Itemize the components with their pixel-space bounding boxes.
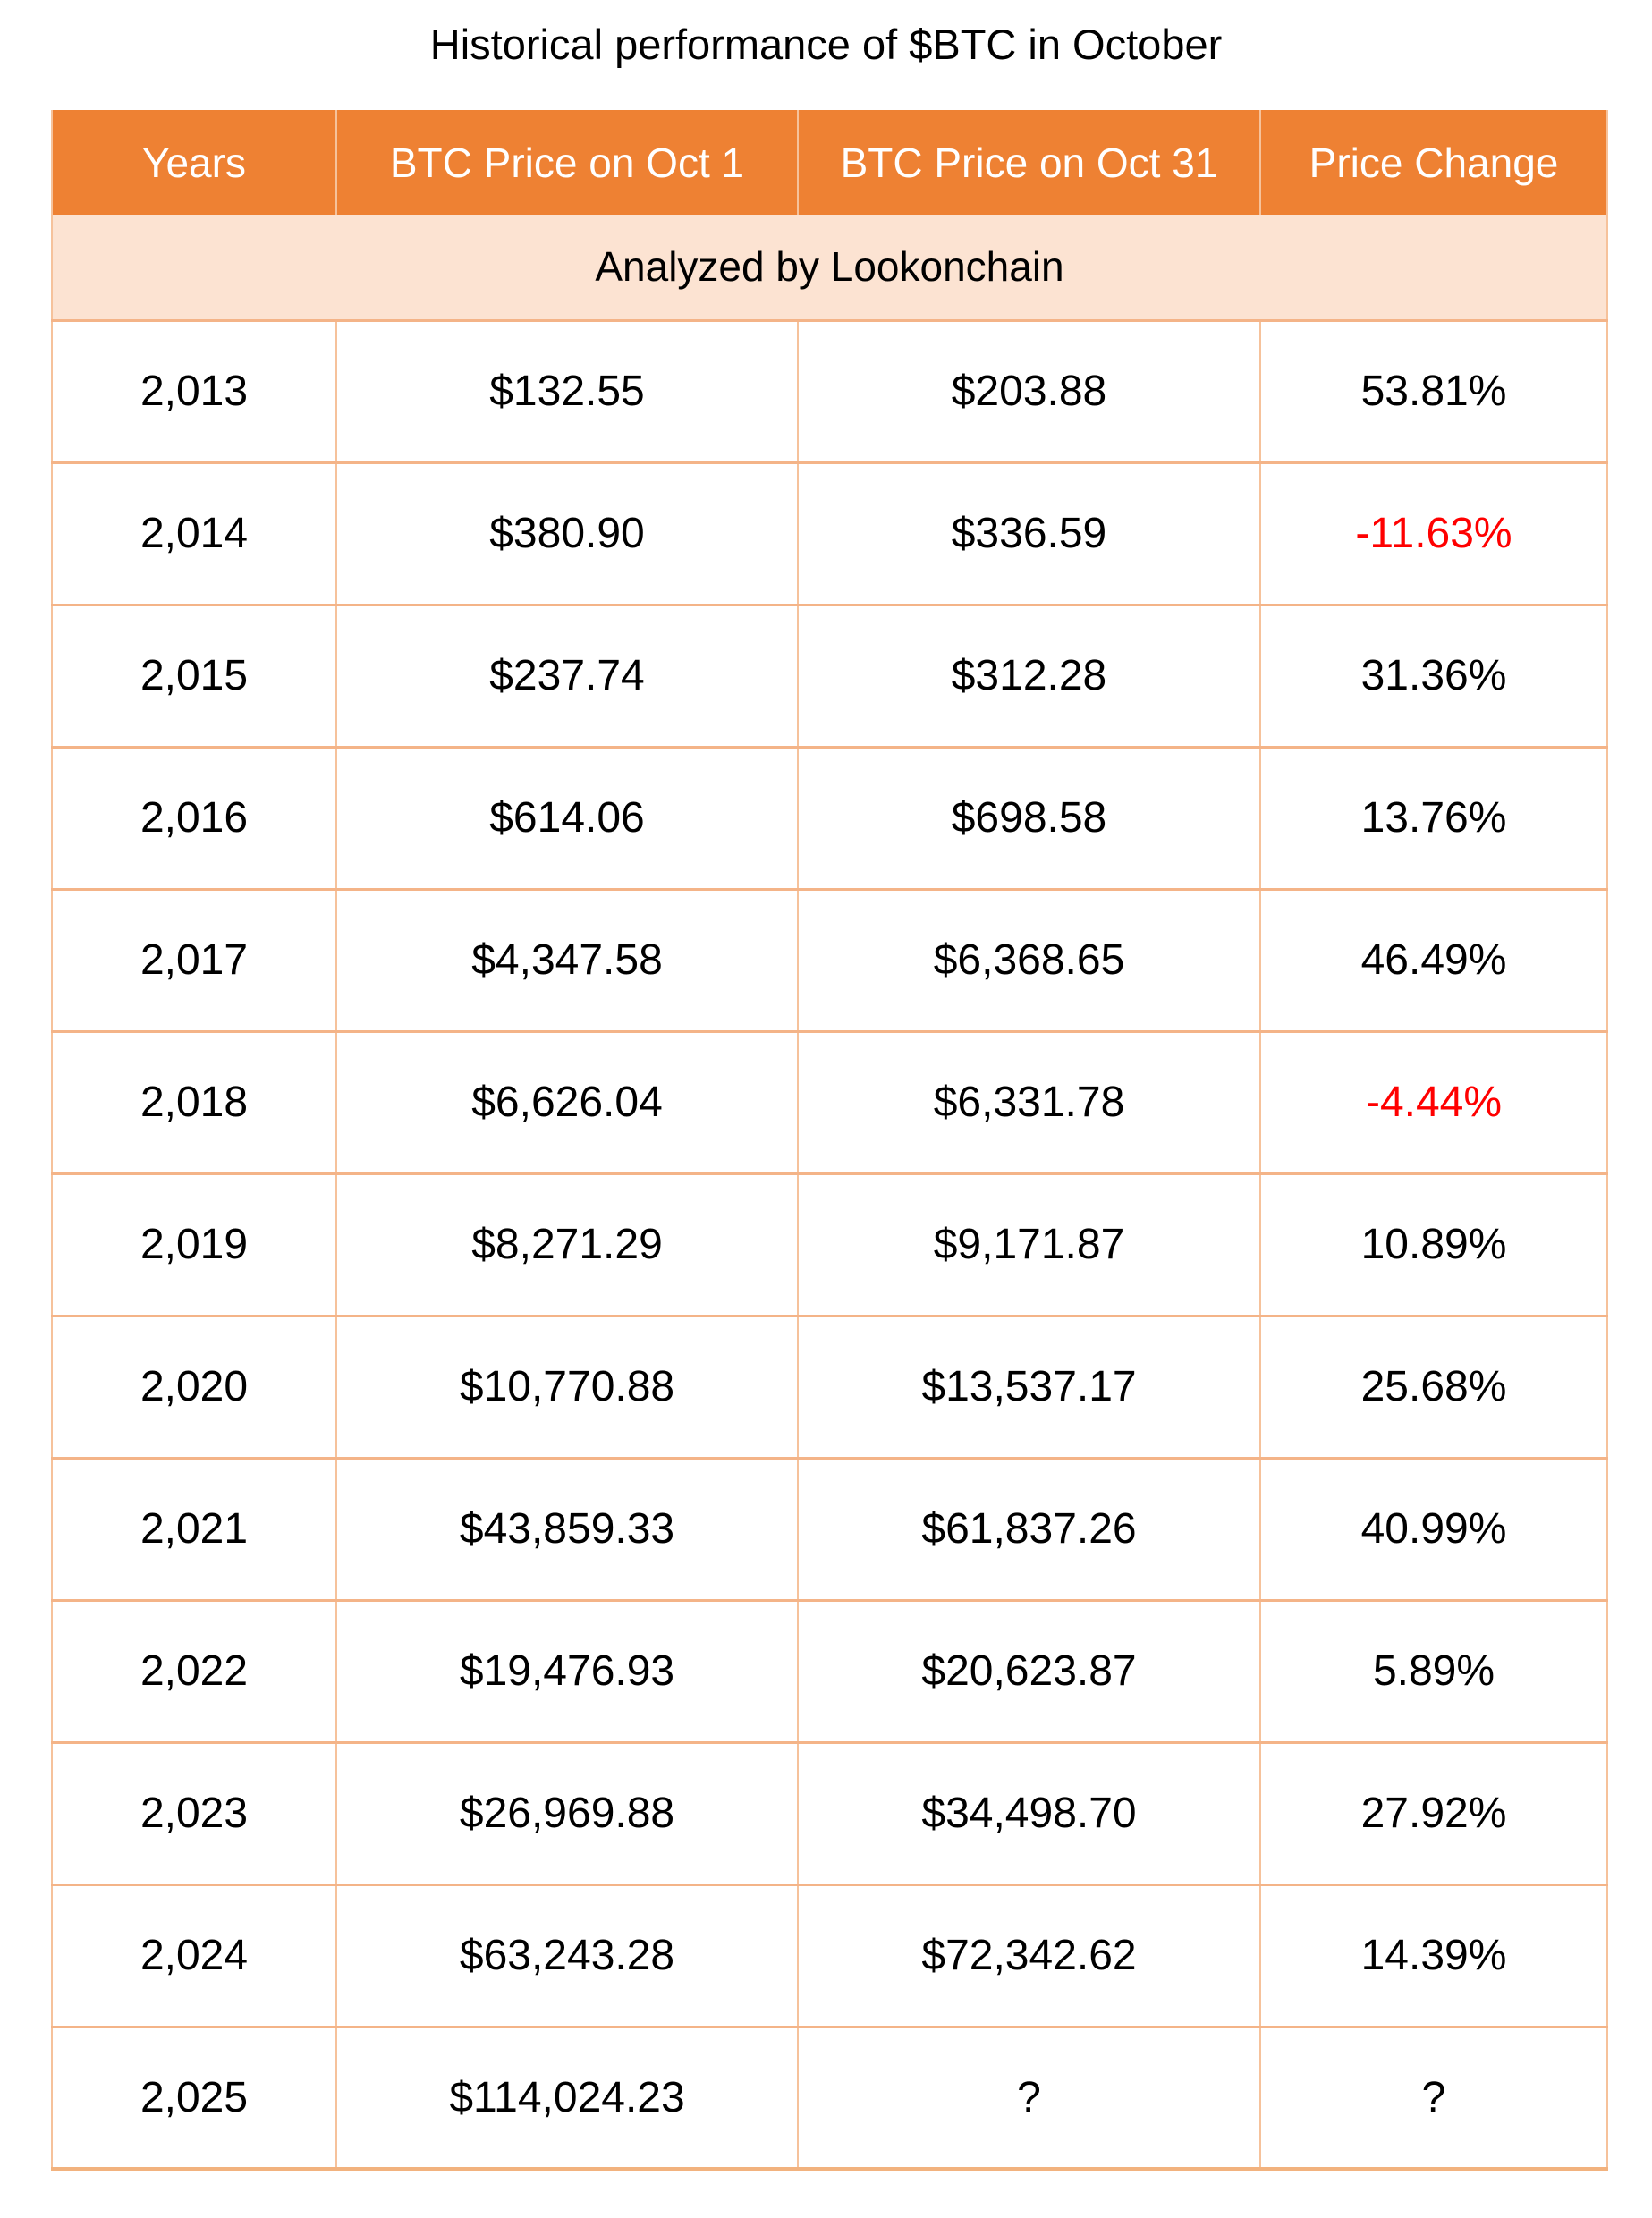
price-change-cell: ? [1259,2025,1607,2169]
price-change-cell: 46.49% [1259,887,1607,1031]
oct31-price-cell: $203.88 [797,318,1260,462]
table-row: 2,022 $19,476.93 $20,623.87 5.89% [52,1598,1607,1742]
year-cell: 2,022 [52,1598,336,1742]
oct1-price-cell: $26,969.88 [335,1740,798,1884]
year-cell: 2,025 [52,2025,336,2169]
price-change-cell: 5.89% [1259,1598,1607,1742]
price-change-cell: 31.36% [1259,603,1607,747]
table-row: 2,017 $4,347.58 $6,368.65 46.49% [52,887,1607,1031]
oct31-price-cell: $61,837.26 [797,1456,1260,1600]
price-change-cell: 53.81% [1259,318,1607,462]
table-body: Analyzed by Lookonchain 2,013 $132.55 $2… [52,215,1607,2169]
price-change-cell: -4.44% [1259,1029,1607,1173]
oct31-price-cell: $13,537.17 [797,1314,1260,1458]
price-change-cell: 14.39% [1259,1883,1607,2027]
oct31-price-cell: $336.59 [797,461,1260,605]
table-row: 2,018 $6,626.04 $6,331.78 -4.44% [52,1029,1607,1173]
table-row: 2,024 $63,243.28 $72,342.62 14.39% [52,1883,1607,2027]
oct31-price-cell: $312.28 [797,603,1260,747]
oct1-price-cell: $43,859.33 [335,1456,798,1600]
oct1-price-cell: $614.06 [335,745,798,889]
oct31-price-cell: $6,368.65 [797,887,1260,1031]
oct31-price-cell: $9,171.87 [797,1172,1260,1316]
year-cell: 2,016 [52,745,336,889]
oct1-price-cell: $8,271.29 [335,1172,798,1316]
column-header-years: Years [52,110,336,215]
table-row: 2,023 $26,969.88 $34,498.70 27.92% [52,1740,1607,1884]
oct31-price-cell: ? [797,2025,1260,2169]
year-cell: 2,013 [52,318,336,462]
year-cell: 2,021 [52,1456,336,1600]
btc-october-performance-table: Years BTC Price on Oct 1 BTC Price on Oc… [51,110,1608,2171]
page-title: Historical performance of $BTC in Octobe… [429,21,1223,68]
oct31-price-cell: $698.58 [797,745,1260,889]
oct1-price-cell: $380.90 [335,461,798,605]
oct31-price-cell: $20,623.87 [797,1598,1260,1742]
year-cell: 2,023 [52,1740,336,1884]
price-change-cell: 10.89% [1259,1172,1607,1316]
price-change-cell: 40.99% [1259,1456,1607,1600]
header-row: Years BTC Price on Oct 1 BTC Price on Oc… [52,110,1607,215]
table-row: 2,014 $380.90 $336.59 -11.63% [52,461,1607,605]
analyzed-by-label: Analyzed by Lookonchain [52,215,1607,320]
oct1-price-cell: $6,626.04 [335,1029,798,1173]
oct1-price-cell: $63,243.28 [335,1883,798,2027]
year-cell: 2,020 [52,1314,336,1458]
table-header: Years BTC Price on Oct 1 BTC Price on Oc… [52,110,1607,215]
price-change-cell: -11.63% [1259,461,1607,605]
oct1-price-cell: $19,476.93 [335,1598,798,1742]
year-cell: 2,018 [52,1029,336,1173]
oct1-price-cell: $132.55 [335,318,798,462]
price-change-cell: 13.76% [1259,745,1607,889]
column-header-change: Price Change [1259,110,1607,215]
table-row: 2,025 $114,024.23 ? ? [52,2025,1607,2169]
oct1-price-cell: $10,770.88 [335,1314,798,1458]
year-cell: 2,019 [52,1172,336,1316]
analyzed-by-row: Analyzed by Lookonchain [52,215,1607,320]
oct1-price-cell: $114,024.23 [335,2025,798,2169]
oct31-price-cell: $34,498.70 [797,1740,1260,1884]
price-change-cell: 25.68% [1259,1314,1607,1458]
oct1-price-cell: $237.74 [335,603,798,747]
column-header-oct31: BTC Price on Oct 31 [797,110,1260,215]
table-row: 2,016 $614.06 $698.58 13.76% [52,745,1607,889]
table-row: 2,015 $237.74 $312.28 31.36% [52,603,1607,747]
table-row: 2,021 $43,859.33 $61,837.26 40.99% [52,1456,1607,1600]
table-row: 2,019 $8,271.29 $9,171.87 10.89% [52,1172,1607,1316]
year-cell: 2,014 [52,461,336,605]
table-row: 2,013 $132.55 $203.88 53.81% [52,318,1607,462]
oct31-price-cell: $72,342.62 [797,1883,1260,2027]
price-change-cell: 27.92% [1259,1740,1607,1884]
year-cell: 2,015 [52,603,336,747]
column-header-oct1: BTC Price on Oct 1 [335,110,798,215]
table-row: 2,020 $10,770.88 $13,537.17 25.68% [52,1314,1607,1458]
oct1-price-cell: $4,347.58 [335,887,798,1031]
year-cell: 2,017 [52,887,336,1031]
year-cell: 2,024 [52,1883,336,2027]
oct31-price-cell: $6,331.78 [797,1029,1260,1173]
